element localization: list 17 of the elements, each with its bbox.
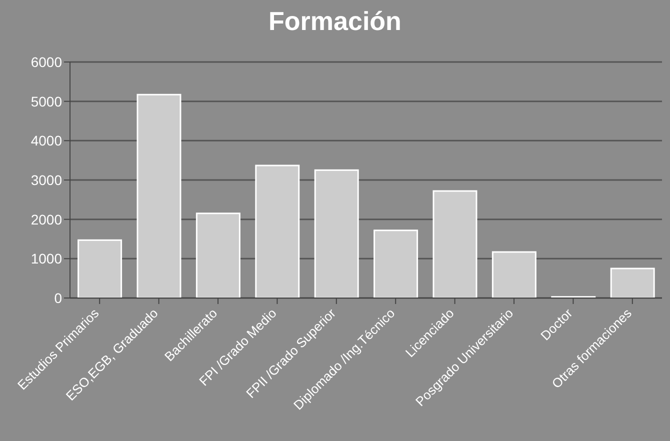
y-tick-label: 5000 xyxy=(30,93,62,110)
y-tick-label: 1000 xyxy=(30,250,62,267)
y-tick-label: 4000 xyxy=(30,132,62,149)
bar xyxy=(432,190,478,298)
bar xyxy=(492,251,536,298)
y-tick-label: 6000 xyxy=(30,54,62,70)
bar xyxy=(610,268,655,298)
y-tick-label: 2000 xyxy=(30,211,62,228)
bar xyxy=(314,169,359,298)
y-tick-label: 0 xyxy=(54,290,62,306)
bar xyxy=(78,239,122,298)
bar xyxy=(196,212,240,298)
bar xyxy=(255,164,300,298)
y-tick-label: 3000 xyxy=(30,172,62,188)
bar xyxy=(136,94,182,298)
chart-title: Formación xyxy=(268,6,402,37)
bar xyxy=(374,230,418,298)
